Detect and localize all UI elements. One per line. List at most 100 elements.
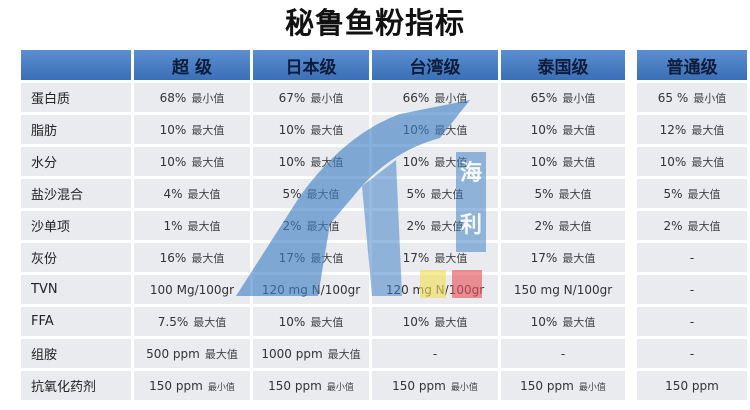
cell-qualifier: 最大值	[430, 187, 464, 201]
table-cell: 17% 最大值	[372, 243, 498, 272]
cell-value: 5%	[282, 186, 302, 201]
table-cell: 150 ppm 最小值	[253, 371, 369, 400]
cell-value: 10%	[278, 154, 306, 169]
column-gap	[628, 83, 634, 112]
fishmeal-spec-table: 超 级 日本级 台湾级 泰国级 普通级 蛋白质 68% 最小值 67% 最小值 66% 最小…	[18, 47, 750, 403]
cell-qualifier: 最大值	[306, 219, 340, 233]
cell-value: 10%	[530, 314, 558, 329]
cell-value: 2%	[534, 218, 554, 233]
cell-value: 150 ppm	[665, 378, 719, 393]
table-cell: 5% 最大值	[637, 179, 747, 208]
cell-qualifier: 最大值	[687, 187, 721, 201]
cell-value: -	[689, 346, 695, 361]
cell-value: 150 ppm	[268, 378, 322, 393]
table-cell: 17% 最大值	[253, 243, 369, 272]
table-cell: 5% 最大值	[372, 179, 498, 208]
table-cell: -	[372, 339, 498, 368]
cell-qualifier: 最大值	[193, 315, 227, 329]
cell-value: 120 mg N/100gr	[261, 282, 361, 297]
table-cell: 4% 最大值	[134, 179, 250, 208]
row-label: TVN	[21, 275, 131, 304]
table-cell: 12% 最大值	[637, 115, 747, 144]
cell-qualifier: 最大值	[204, 347, 238, 361]
cell-value: -	[689, 314, 695, 329]
row-label: 脂肪	[21, 115, 131, 144]
table-row: 沙单项 1% 最大值 2% 最大值 2% 最大值 2% 最大值 2% 最大值	[21, 211, 747, 240]
table-row: 蛋白质 68% 最小值 67% 最小值 66% 最小值 65% 最小值 65 % 最小值	[21, 83, 747, 112]
cell-qualifier: 最大值	[562, 315, 596, 329]
cell-value: 67%	[278, 90, 306, 105]
cell-value: 10%	[159, 154, 187, 169]
cell-qualifier: 最大值	[558, 219, 592, 233]
header-cell-super-grade: 超 级	[134, 50, 250, 80]
cell-qualifier: 最大值	[310, 123, 344, 137]
cell-value: -	[689, 282, 695, 297]
table-row: 水分 10% 最大值 10% 最大值 10% 最大值 10% 最大值 10% 最大值	[21, 147, 747, 176]
column-gap	[628, 339, 634, 368]
column-gap	[628, 307, 634, 336]
column-gap	[628, 115, 634, 144]
cell-value: 5%	[406, 186, 426, 201]
cell-value: 7.5%	[157, 314, 189, 329]
cell-value: 10%	[278, 314, 306, 329]
table-cell: 10% 最大值	[501, 147, 625, 176]
cell-qualifier: 最大值	[430, 219, 464, 233]
cell-value: -	[432, 346, 438, 361]
table-cell: 66% 最小值	[372, 83, 498, 112]
table-cell: 10% 最大值	[253, 115, 369, 144]
cell-value: 150 ppm	[392, 378, 446, 393]
cell-value: 10%	[402, 122, 430, 137]
cell-value: 2%	[282, 218, 302, 233]
cell-qualifier: 最大值	[434, 123, 468, 137]
cell-value: 17%	[278, 250, 306, 265]
cell-qualifier: 最大值	[327, 347, 361, 361]
table-cell: 120 mg N/100gr	[253, 275, 369, 304]
row-label: 抗氧化药剂	[21, 371, 131, 400]
cell-value: 68%	[159, 90, 187, 105]
cell-qualifier: 最小值	[326, 382, 354, 393]
cell-qualifier: 最小值	[450, 382, 478, 393]
table-cell: 120 mg N/100gr	[372, 275, 498, 304]
cell-value: 5%	[534, 186, 554, 201]
cell-value: 10%	[402, 314, 430, 329]
table-cell: 10% 最大值	[637, 147, 747, 176]
column-gap	[628, 50, 634, 80]
header-cell-japan-grade: 日本级	[253, 50, 369, 80]
table-cell: 5% 最大值	[253, 179, 369, 208]
table-row: 盐沙混合 4% 最大值 5% 最大值 5% 最大值 5% 最大值 5% 最大值	[21, 179, 747, 208]
table-cell: 500 ppm 最大值	[134, 339, 250, 368]
column-gap	[628, 147, 634, 176]
table-cell: 2% 最大值	[253, 211, 369, 240]
cell-qualifier: 最大值	[310, 315, 344, 329]
table-cell: 10% 最大值	[134, 147, 250, 176]
table-cell: 67% 最小值	[253, 83, 369, 112]
cell-qualifier: 最小值	[310, 91, 344, 105]
cell-value: 66%	[402, 90, 430, 105]
cell-qualifier: 最大值	[187, 219, 221, 233]
cell-value: 2%	[406, 218, 426, 233]
cell-value: -	[560, 346, 566, 361]
table-cell: -	[637, 243, 747, 272]
table-cell: -	[501, 339, 625, 368]
table-cell: 10% 最大值	[253, 147, 369, 176]
table-cell: 10% 最大值	[372, 147, 498, 176]
cell-value: 65 %	[657, 90, 689, 105]
column-gap	[628, 371, 634, 400]
table-cell: 68% 最小值	[134, 83, 250, 112]
table-cell: 10% 最大值	[253, 307, 369, 336]
table-cell: 5% 最大值	[501, 179, 625, 208]
cell-qualifier: 最大值	[191, 251, 225, 265]
cell-value: 500 ppm	[146, 346, 200, 361]
column-gap	[628, 179, 634, 208]
cell-qualifier: 最大值	[310, 251, 344, 265]
cell-value: 10%	[278, 122, 306, 137]
header-cell-blank	[21, 50, 131, 80]
table-cell: 16% 最大值	[134, 243, 250, 272]
cell-value: 10%	[530, 122, 558, 137]
row-label: 灰份	[21, 243, 131, 272]
cell-value: 4%	[163, 186, 183, 201]
cell-qualifier: 最小值	[562, 91, 596, 105]
cell-qualifier: 最大值	[187, 187, 221, 201]
cell-qualifier: 最大值	[191, 123, 225, 137]
header-row: 超 级 日本级 台湾级 泰国级 普通级	[21, 50, 747, 80]
